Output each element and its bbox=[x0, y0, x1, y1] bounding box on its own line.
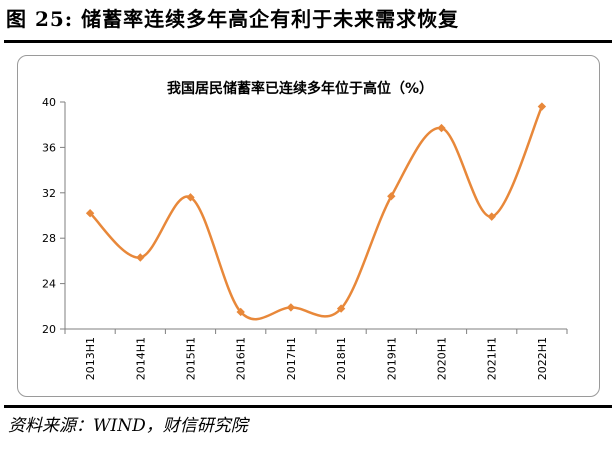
data-point-marker bbox=[336, 304, 346, 313]
chart-title: 我国居民储蓄率已连续多年位于高位（%） bbox=[167, 80, 433, 97]
y-axis-ticks: 20 24 28 32 36 40 bbox=[42, 96, 65, 336]
data-point-marker bbox=[387, 192, 396, 201]
x-tick-label: 2021H1 bbox=[486, 337, 499, 380]
y-tick-label: 28 bbox=[42, 232, 56, 245]
data-point-marker bbox=[236, 307, 245, 317]
y-tick-label: 32 bbox=[42, 187, 56, 200]
data-point-marker bbox=[437, 123, 446, 133]
y-tick-label: 40 bbox=[42, 96, 56, 109]
x-tick-label: 2014H1 bbox=[134, 337, 147, 380]
series-line bbox=[89, 106, 544, 321]
x-tick-label: 2013H1 bbox=[84, 337, 97, 380]
data-point-marker bbox=[85, 209, 95, 218]
data-point-marker bbox=[286, 303, 296, 312]
source-note: 资料来源：WIND，财信研究院 bbox=[8, 416, 248, 436]
data-point-marker bbox=[186, 193, 195, 202]
y-tick-label: 36 bbox=[42, 141, 56, 154]
x-axis-ticks: 2013H1 2014H1 2015H1 2016H1 2017H1 2018H1 2019… bbox=[64, 329, 568, 380]
data-point-marker bbox=[537, 102, 547, 111]
series-layer bbox=[85, 102, 547, 321]
chart-frame bbox=[17, 55, 600, 397]
x-tick-label: 2019H1 bbox=[385, 337, 398, 380]
data-point-marker bbox=[487, 212, 496, 221]
x-tick-label: 2015H1 bbox=[185, 337, 198, 380]
x-tick-label: 2018H1 bbox=[335, 337, 348, 380]
x-tick-label: 2016H1 bbox=[235, 337, 248, 380]
x-tick-label: 2020H1 bbox=[436, 337, 449, 380]
bottom-rule bbox=[4, 405, 612, 408]
top-rule bbox=[4, 40, 612, 43]
figure-title: 图 25: 储蓄率连续多年高企有利于未来需求恢复 bbox=[6, 7, 460, 31]
y-tick-label: 24 bbox=[42, 278, 56, 291]
data-point-marker bbox=[136, 253, 145, 262]
x-tick-label: 2022H1 bbox=[536, 337, 549, 380]
x-tick-label: 2017H1 bbox=[285, 337, 298, 380]
y-tick-label: 20 bbox=[42, 323, 56, 336]
